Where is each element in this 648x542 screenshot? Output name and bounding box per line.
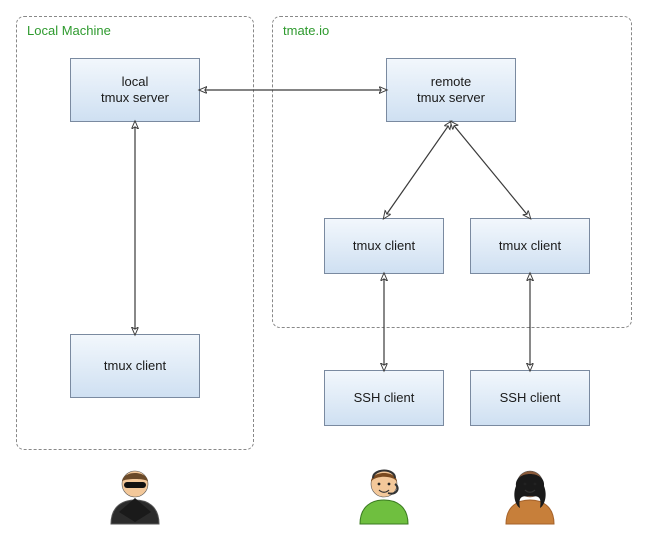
group-tmate-io-label: tmate.io [283,23,329,38]
node-remote-tmux-client-a: tmux client [324,218,444,274]
node-local-tmux-server: local tmux server [70,58,200,122]
person-icon [107,466,163,526]
avatar-remote-user-2 [502,466,558,526]
node-local-tmux-client: tmux client [70,334,200,398]
node-ssh-client-a: SSH client [324,370,444,426]
avatar-remote-user-1 [356,466,412,526]
node-remote-tmux-client-b: tmux client [470,218,590,274]
node-ssh-client-b: SSH client [470,370,590,426]
person-icon [356,466,412,526]
avatar-local-user [107,466,163,526]
node-remote-tmux-server: remote tmux server [386,58,516,122]
group-local-machine-label: Local Machine [27,23,111,38]
person-icon [502,466,558,526]
diagram-canvas: { "canvas": { "width": 648, "height": 54… [0,0,648,542]
